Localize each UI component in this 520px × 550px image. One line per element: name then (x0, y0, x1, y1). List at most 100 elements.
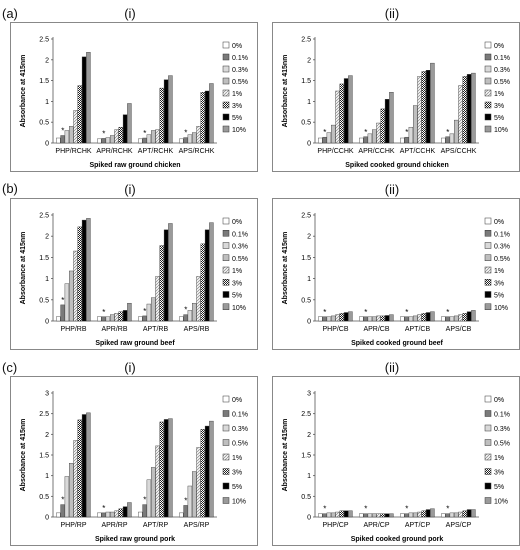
x-axis-title: Spiked raw ground pork (95, 536, 175, 543)
bar (97, 316, 102, 322)
bar (200, 92, 206, 144)
bar (146, 134, 152, 144)
bar (163, 419, 169, 518)
panel-title-b-i: (i) (124, 182, 136, 197)
bar (97, 138, 102, 144)
bar (101, 138, 106, 144)
legend-label: 3% (494, 470, 504, 477)
bar (367, 513, 373, 518)
bar (109, 511, 115, 518)
bar (445, 136, 450, 144)
legend-label: 0.3% (232, 67, 248, 74)
significance-star: * (323, 505, 326, 514)
legend-swatch (222, 291, 230, 298)
bar (118, 126, 124, 144)
bar (118, 311, 124, 322)
bar (339, 313, 345, 322)
bar (163, 229, 169, 322)
bar (318, 513, 323, 518)
x-tick-label: PHP/RB (60, 326, 86, 333)
legend-label: 10% (232, 499, 246, 506)
bar (64, 283, 70, 322)
panel-title-c-i: (i) (124, 360, 136, 375)
legend-swatch (484, 77, 492, 85)
bar (209, 83, 214, 144)
legend-label: 10% (232, 305, 246, 312)
bar (371, 513, 377, 518)
bar (462, 510, 468, 518)
chart-svg-b-i: 0 0.5 1 1.5 2 2.5 Absorbance at 415nm Spiked ra… (20, 213, 248, 348)
legend-label: 5% (494, 484, 504, 491)
y-axis-title: Absorbance at 415nm (282, 232, 289, 305)
x-tick-label: PHP/CCHK (317, 148, 354, 155)
x-tick-label: APS/CB (446, 326, 472, 333)
legend-label: 0.3% (232, 426, 248, 433)
legend-label: 0.1% (232, 231, 248, 238)
legend-swatch (222, 453, 230, 461)
bar (97, 512, 102, 518)
bar (400, 137, 405, 144)
bar (359, 137, 364, 144)
legend-swatch (222, 424, 230, 432)
bar (400, 513, 405, 518)
y-tick-label: 0 (45, 515, 49, 522)
bar (404, 513, 409, 518)
legend-label: 1% (232, 268, 242, 275)
legend-swatch (484, 424, 492, 432)
y-tick-label: 1 (307, 276, 311, 283)
bar (471, 72, 476, 144)
x-tick-label: PHP/RCHK (55, 148, 92, 155)
significance-star: * (184, 496, 187, 505)
bar (376, 315, 381, 322)
bar (105, 316, 111, 322)
bar (179, 512, 184, 518)
bar (471, 310, 476, 322)
bar (86, 52, 91, 144)
y-axis-title: Absorbance at 415nm (20, 232, 27, 305)
x-tick-label: APT/RCHK (138, 148, 174, 155)
bar (109, 314, 115, 322)
bar (384, 315, 390, 322)
legend-swatch (222, 468, 230, 475)
bar (425, 509, 431, 518)
bar (425, 312, 431, 322)
bar (77, 419, 83, 518)
bar (335, 314, 340, 322)
x-tick-label: APS/RB (184, 326, 210, 333)
bar (449, 512, 455, 518)
y-tick-label: 2 (45, 57, 49, 64)
bar (318, 137, 323, 144)
bar (159, 245, 165, 322)
chart-svg-b-ii: 0 0.5 1 1.5 2 2.5 Absorbance at 415nm Spiked co… (282, 213, 510, 348)
x-tick-label: PHP/CP (322, 522, 348, 529)
legend-label: 0.1% (232, 55, 248, 62)
bar (200, 243, 206, 322)
bar (179, 138, 184, 144)
y-tick-label: 2 (307, 432, 311, 439)
bar (150, 297, 156, 322)
bar (114, 129, 119, 144)
bar (331, 124, 336, 144)
bar (81, 219, 87, 322)
bar (73, 110, 78, 144)
x-tick-label: APT/RP (143, 522, 169, 529)
bar (155, 445, 160, 518)
bar (322, 316, 327, 322)
x-tick-label: APR/CP (363, 522, 389, 529)
legend-swatch (222, 230, 230, 237)
bar (122, 114, 128, 144)
significance-star: * (446, 505, 449, 514)
bar (191, 302, 197, 322)
row-label-a: (a) (2, 6, 18, 21)
bar (142, 315, 147, 322)
significance-star: * (102, 504, 105, 513)
bar (343, 78, 349, 144)
y-tick-label: 2.5 (301, 411, 311, 418)
legend-label: 0.5% (232, 441, 248, 448)
bar (339, 83, 345, 144)
bar (196, 447, 201, 518)
bar (64, 130, 70, 144)
bar (81, 414, 87, 518)
bar (200, 429, 206, 518)
chart-panel-c-ii: 0 0.5 1 1.5 2 2.5 3 Absorbance at 415nm Spiked c… (272, 376, 520, 546)
